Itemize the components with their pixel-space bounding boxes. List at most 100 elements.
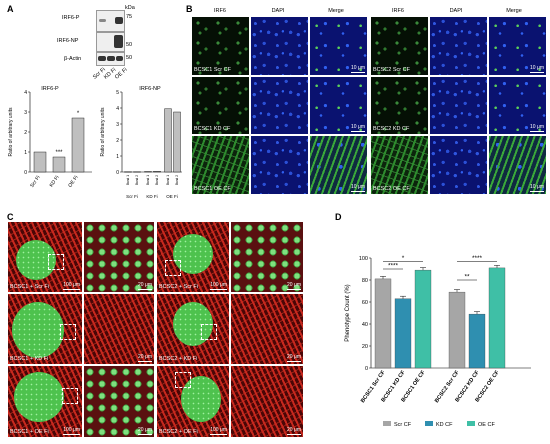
panel-c-grid: BCSC1 + Scr Fi 100 μm 20 μm BCSC1 + KD F… bbox=[8, 222, 303, 437]
tick-label: 2 bbox=[116, 138, 119, 144]
kda-marker: 50 bbox=[126, 42, 133, 48]
blot-strip bbox=[96, 52, 125, 66]
micrograph-dapi bbox=[430, 77, 487, 134]
tick-label: 40 bbox=[362, 322, 368, 328]
bar bbox=[374, 278, 392, 369]
significance-label: *** bbox=[55, 150, 63, 156]
tick-label: 1 bbox=[116, 154, 119, 160]
panel-b-grid: BCSC1 Scr CF 10 μm BCSC2 Scr CF 10 μm BC… bbox=[192, 17, 548, 194]
scale-bar: 10 μm bbox=[530, 65, 544, 71]
scale-bar: 20 μm bbox=[138, 427, 152, 433]
x-tick-label: Band 1 bbox=[146, 175, 150, 185]
bar bbox=[488, 267, 506, 369]
scale-bar: 10 μm bbox=[530, 184, 544, 190]
legend-label: OE CF bbox=[478, 422, 495, 428]
scale-bar: 10 μm bbox=[530, 124, 544, 130]
bar bbox=[124, 171, 132, 173]
micrograph-irf6: BCSC2 OE CF bbox=[371, 136, 428, 194]
tick-label: 3 bbox=[24, 110, 27, 116]
micrograph-zoom: 20 μm bbox=[231, 222, 303, 292]
panel-label-a: A bbox=[7, 4, 14, 14]
micrograph-dapi bbox=[430, 136, 487, 194]
micrograph-zoom: 20 μm bbox=[231, 366, 303, 437]
bar bbox=[144, 171, 152, 173]
micrograph-merge: 10 μm bbox=[489, 77, 546, 134]
micrograph-irf6: BCSC1 OE CF bbox=[192, 136, 249, 194]
bar bbox=[71, 117, 85, 173]
tick-label: 100 bbox=[359, 256, 368, 262]
micrograph-overview: BCSC2 + KD Fi bbox=[157, 294, 229, 364]
scale-bar: 20 μm bbox=[287, 354, 301, 360]
x-tick-label: OE Fi bbox=[67, 175, 79, 189]
column-header: DAPI bbox=[449, 8, 463, 14]
kda-marker: 50 bbox=[126, 55, 133, 61]
micrograph-dapi bbox=[251, 77, 308, 134]
micrograph-irf6: BCSC2 Scr CF bbox=[371, 17, 428, 75]
panel-label-c: C bbox=[7, 212, 14, 222]
row-label: BCSC2 + OE Fi bbox=[159, 429, 198, 435]
x-tick-label: Band 2 bbox=[135, 175, 139, 185]
bar bbox=[394, 298, 412, 369]
micrograph-merge: 10 μm bbox=[489, 136, 546, 194]
micrograph-dapi bbox=[251, 136, 308, 194]
scale-bar: 10 μm bbox=[351, 184, 365, 190]
tick-label: 0 bbox=[365, 366, 368, 372]
x-tick-label: Scr Fi bbox=[29, 175, 41, 189]
group-label: OE Fi bbox=[166, 194, 178, 199]
row-label: BCSC2 OE CF bbox=[373, 186, 410, 192]
bar bbox=[448, 291, 466, 369]
tick-label: 0 bbox=[24, 170, 27, 176]
column-header: DAPI bbox=[271, 8, 285, 14]
legend-swatch bbox=[383, 421, 391, 426]
micrograph-zoom: 20 μm bbox=[84, 294, 154, 364]
micrograph-overview: BCSC2 + Scr Fi 100 μm bbox=[157, 222, 229, 292]
micrograph-dapi bbox=[430, 17, 487, 75]
row-label: BCSC2 + Scr Fi bbox=[159, 284, 198, 290]
panel-label-d: D bbox=[335, 212, 342, 222]
micrograph-zoom: 20 μm bbox=[84, 222, 154, 292]
column-header: IRF6 bbox=[392, 8, 404, 14]
tick-label: 1 bbox=[24, 150, 27, 156]
legend-label: Scr CF bbox=[394, 422, 412, 428]
row-label: BCSC1 + Scr Fi bbox=[10, 284, 49, 290]
significance-label: * bbox=[77, 111, 80, 117]
micrograph-dapi bbox=[251, 17, 308, 75]
x-tick-label: Band 2 bbox=[155, 175, 159, 185]
column-header: Merge bbox=[328, 8, 344, 14]
bar bbox=[52, 156, 66, 173]
micrograph-merge: 10 μm bbox=[310, 17, 367, 75]
tick-label: 60 bbox=[362, 300, 368, 306]
legend-swatch bbox=[467, 421, 475, 426]
tick-label: 4 bbox=[116, 106, 119, 112]
micrograph-merge: 10 μm bbox=[489, 17, 546, 75]
y-axis-label: Ratio of arbitrary units bbox=[100, 107, 106, 156]
group-label: KD Fi bbox=[146, 194, 157, 199]
significance-label: ** bbox=[464, 274, 470, 281]
blot-strip bbox=[96, 10, 125, 32]
micrograph-overview: BCSC1 + KD Fi bbox=[8, 294, 82, 364]
chart-title: IRF6-NP bbox=[139, 86, 161, 92]
micrograph-zoom: 20 μm bbox=[231, 294, 303, 364]
chart-irf6np: IRF6-NP 0 1 2 3 4 5 Ratio of arbitrary units Ban… bbox=[100, 86, 182, 199]
bar bbox=[173, 111, 181, 173]
kda-label: kDa bbox=[125, 5, 135, 11]
panel-b-headers: IRF6 DAPI Merge IRF6 DAPI Merge bbox=[190, 8, 548, 18]
row-label: BCSC1 Scr CF bbox=[194, 67, 231, 73]
chart-irf6p: IRF6-P 0 1 2 3 4 Ratio of arbitrary units Scr F… bbox=[8, 86, 92, 189]
panel-label-b: B bbox=[186, 4, 193, 14]
micrograph-merge: 10 μm bbox=[310, 136, 367, 194]
tick-label: 20 bbox=[362, 344, 368, 350]
row-label: BCSC2 Scr CF bbox=[373, 67, 410, 73]
bar bbox=[164, 108, 172, 173]
y-axis-label: Ratio of arbitrary units bbox=[8, 107, 14, 156]
legend-label: KD CF bbox=[436, 422, 453, 428]
blot-strip bbox=[96, 32, 125, 52]
column-header: IRF6 bbox=[214, 8, 226, 14]
scale-bar: 20 μm bbox=[287, 282, 301, 288]
column-header: Merge bbox=[506, 8, 522, 14]
tick-label: 3 bbox=[116, 122, 119, 128]
scale-bar: 100 μm bbox=[210, 427, 227, 433]
micrograph-zoom: 20 μm bbox=[84, 366, 154, 437]
row-label: BCSC1 KD CF bbox=[194, 126, 231, 132]
